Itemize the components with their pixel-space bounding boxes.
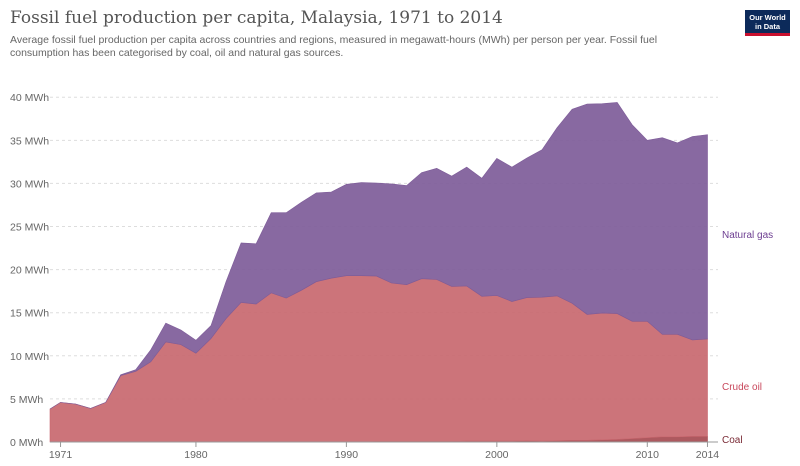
series-label-coal[interactable]: Coal: [722, 435, 743, 446]
y-tick-label: 15 MWh: [10, 308, 49, 320]
x-tick-label: 2000: [485, 449, 509, 461]
y-tick-label: 20 MWh: [10, 265, 49, 277]
y-tick-label: 40 MWh: [10, 92, 49, 104]
y-tick-label: 10 MWh: [10, 351, 49, 363]
y-tick-label: 35 MWh: [10, 135, 49, 147]
y-tick-label: 25 MWh: [10, 222, 49, 234]
y-tick-label: 0 MWh: [10, 437, 43, 449]
area-natural-gas[interactable]: [49, 102, 708, 410]
series-label-crude-oil[interactable]: Crude oil: [722, 382, 762, 393]
x-tick-label: 1980: [184, 449, 208, 461]
chart-title: Fossil fuel production per capita, Malay…: [10, 8, 503, 28]
x-tick-label: 2014: [696, 449, 720, 461]
x-tick-label: 1971: [49, 449, 73, 461]
x-tick-label: 1990: [335, 449, 359, 461]
y-tick-label: 5 MWh: [10, 394, 43, 406]
chart-subtitle: Average fossil fuel production per capit…: [10, 34, 658, 59]
logo-line-1: Our World: [749, 13, 786, 22]
logo-line-2: in Data: [754, 22, 780, 31]
area-layer: [49, 102, 708, 443]
axes: 0 MWh 5 MWh 10 MWh 15 MWh 20 MWh 25 MWh 30 MWh…: [10, 92, 719, 461]
series-label-natural-gas[interactable]: Natural gas: [722, 230, 773, 241]
owid-logo[interactable]: Our World in Data: [745, 10, 790, 36]
y-tick-label: 30 MWh: [10, 178, 49, 190]
series-labels: Coal Crude oil Natural gas: [722, 230, 773, 446]
x-tick-label: 2010: [636, 449, 660, 461]
